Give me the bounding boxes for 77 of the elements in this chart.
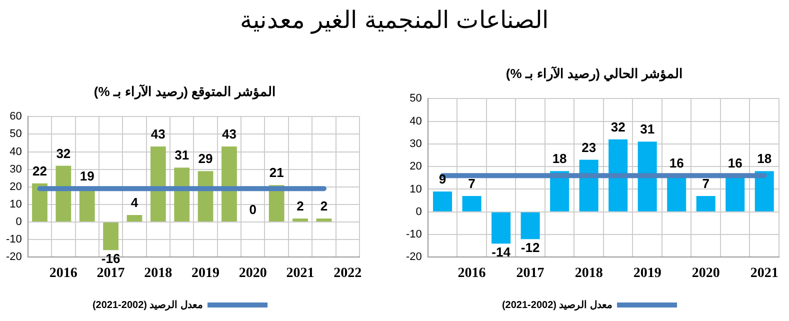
- y-tick-label: -10: [406, 228, 422, 241]
- bar: [638, 142, 657, 212]
- x-tick-label: 2019: [192, 266, 220, 282]
- x-tick-label: 2016: [49, 266, 78, 282]
- data-label: 18: [552, 151, 567, 166]
- bar: [32, 183, 48, 222]
- data-label: 22: [32, 163, 47, 178]
- x-tick-label: 2020: [238, 266, 267, 282]
- x-tick-label: 2017: [516, 266, 544, 282]
- x-tick-label: 2021: [286, 266, 314, 282]
- data-label: 19: [80, 168, 94, 184]
- bar: [520, 212, 540, 240]
- data-label: 0: [249, 202, 257, 218]
- data-label: 16: [669, 156, 684, 171]
- chart-title: المؤشر الحالي (رصيد الآراء بـ %): [504, 65, 684, 84]
- bar: [696, 196, 716, 212]
- y-tick-label: -20: [406, 251, 422, 264]
- text: الصناعات المنجمية الغير معدنية: [238, 6, 550, 35]
- data-label: 21: [269, 165, 284, 180]
- bar: [292, 218, 308, 222]
- bar: [222, 146, 237, 222]
- data-label: 2: [320, 198, 328, 214]
- bar: [433, 191, 452, 212]
- data-label: 29: [198, 151, 213, 166]
- x-tick-label: 2017: [96, 266, 125, 282]
- y-tick-label: 0: [16, 216, 22, 228]
- x-tick-label: 2016: [458, 266, 486, 282]
- y-tick-label: 50: [10, 128, 22, 140]
- text: معدل الرصيد (2002-2021): [92, 300, 203, 311]
- bar: [103, 222, 118, 250]
- bar: [56, 166, 72, 222]
- y-tick-label: 0: [416, 206, 422, 218]
- data-label: 43: [150, 126, 166, 142]
- bar: [462, 196, 482, 212]
- bar: [150, 146, 166, 222]
- data-label: 2: [296, 198, 304, 214]
- bar: [492, 212, 511, 244]
- x-tick-label: 2022: [334, 266, 362, 282]
- y-tick-label: 20: [410, 160, 422, 173]
- data-label: -14: [492, 244, 512, 260]
- y-tick-label: 10: [410, 183, 422, 196]
- bar: [316, 218, 332, 222]
- data-label: 4: [130, 195, 139, 210]
- x-tick-label: 2020: [692, 266, 720, 282]
- y-tick-label: -10: [6, 234, 22, 246]
- data-label: -16: [101, 251, 120, 266]
- bar: [126, 215, 142, 222]
- y-tick-label: 60: [10, 110, 22, 123]
- data-label: 7: [468, 176, 476, 192]
- chart-title: المؤشر المتوقع (رصيد الآراء بـ %): [92, 83, 278, 102]
- data-label: 31: [640, 122, 655, 137]
- data-label: 16: [728, 156, 742, 171]
- data-label: 31: [174, 148, 190, 163]
- y-tick-label: 30: [10, 163, 22, 176]
- x-tick-label: 2018: [574, 266, 603, 282]
- x-tick-label: 2019: [633, 266, 662, 282]
- data-label: 32: [56, 146, 71, 161]
- data-label: 32: [610, 119, 626, 134]
- y-tick-label: 30: [410, 138, 422, 150]
- data-label: -12: [520, 240, 540, 256]
- y-tick-label: -20: [6, 251, 22, 264]
- data-label: 7: [702, 176, 710, 192]
- data-label: 43: [222, 126, 236, 142]
- text: معدل الرصيد (2002-2021): [502, 300, 612, 311]
- y-tick-label: 50: [410, 92, 422, 105]
- bar: [174, 168, 190, 222]
- x-tick-label: 2018: [144, 266, 172, 282]
- y-tick-label: 10: [10, 198, 22, 211]
- data-label: 23: [582, 140, 596, 155]
- bar: [754, 171, 774, 212]
- y-tick-label: 20: [10, 180, 22, 193]
- y-tick-label: 40: [410, 115, 422, 128]
- x-tick-label: 2021: [750, 266, 778, 282]
- bar: [608, 139, 628, 212]
- bar: [579, 160, 598, 212]
- data-label: 18: [757, 151, 772, 166]
- y-tick-label: 40: [10, 146, 22, 158]
